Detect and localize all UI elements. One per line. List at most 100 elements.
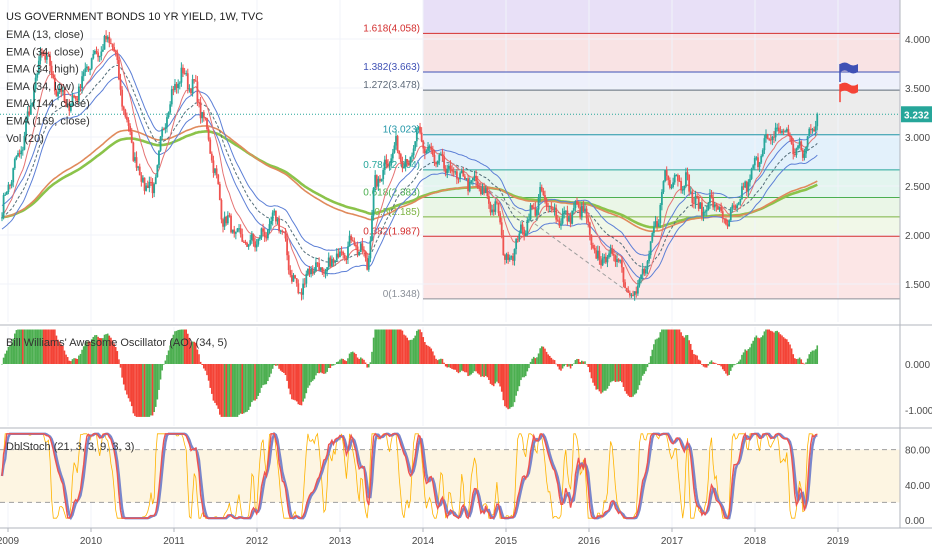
ao-bar [555, 363, 557, 365]
candle-body [257, 239, 260, 245]
candle-body [66, 103, 69, 105]
candle-body [406, 159, 409, 163]
ao-bar [212, 364, 215, 401]
candle-body [100, 51, 103, 56]
ao-bar [162, 364, 165, 365]
candle-body [587, 218, 590, 223]
ao-bar [811, 350, 814, 364]
candle-body [182, 67, 184, 74]
ao-bar [790, 348, 793, 364]
ao-bar [377, 329, 380, 364]
candle-body [510, 256, 513, 258]
candle-body [776, 127, 779, 129]
candle-body [238, 228, 240, 230]
candle-body [660, 192, 663, 205]
candle-body [409, 156, 412, 166]
candle-body [217, 174, 220, 185]
ao-bar [649, 356, 652, 364]
candle-body [252, 234, 255, 242]
ao-bar [670, 329, 673, 364]
ao-bar [246, 364, 248, 412]
candle-body [774, 127, 777, 138]
candle-body [611, 248, 614, 254]
ao-bar [499, 364, 501, 387]
ao-bar [87, 341, 90, 364]
ao-bar [158, 364, 160, 390]
candle-body [374, 175, 377, 188]
candle-body [53, 78, 56, 92]
indicator-legend-item[interactable]: EMA (144, close) [6, 98, 90, 110]
candle-body [729, 208, 732, 221]
candle-body [130, 131, 133, 143]
candle-body [172, 89, 175, 91]
candle-body [733, 205, 735, 207]
fib-level-label: 0.5(2.185) [374, 207, 420, 218]
ao-bar [167, 350, 170, 364]
ao-bar [182, 329, 184, 364]
ao-bar [606, 364, 609, 389]
ao-bar [424, 342, 426, 364]
candle-body [121, 89, 124, 107]
candle-body [476, 181, 479, 188]
candle-body [757, 157, 759, 168]
ao-bar [142, 364, 144, 417]
ao-bar [476, 364, 479, 374]
ao-bar [71, 359, 74, 364]
ao-bar [504, 364, 506, 407]
candle-body [295, 278, 298, 284]
ao-bar [613, 364, 615, 381]
ao-bar [542, 346, 545, 364]
candle-body [737, 202, 740, 205]
candle-body [186, 73, 189, 90]
candle-body [79, 86, 82, 88]
candle-body [779, 131, 782, 133]
candle-body [395, 136, 397, 146]
ao-bar [459, 364, 461, 373]
candle-body [745, 181, 748, 192]
indicator-legend-item[interactable]: EMA (34, high) [6, 64, 79, 76]
candle-body [138, 166, 141, 176]
ao-bar [214, 364, 216, 403]
indicator-legend-item[interactable]: EMA (169, close) [6, 116, 90, 128]
ao-bar [100, 338, 103, 364]
candle-body [367, 258, 370, 270]
indicator-legend-item[interactable]: EMA (13, close) [6, 29, 84, 41]
ao-bar [260, 364, 263, 388]
ao-bar [480, 364, 482, 377]
ao-bar [414, 335, 417, 364]
candle-body [417, 126, 420, 129]
candle-body [234, 231, 237, 234]
indicator-legend-item[interactable]: EMA (34, low) [6, 81, 74, 93]
ao-bar [129, 364, 131, 402]
candle-body [169, 104, 172, 113]
indicator-legend-item[interactable]: EMA (34, close) [6, 46, 84, 58]
ao-bar [688, 340, 690, 364]
candle-body [683, 185, 686, 190]
candle-body [787, 129, 790, 136]
ao-bar [326, 364, 328, 372]
candle-body [688, 174, 691, 192]
candle-body [49, 55, 51, 66]
ao-bar [207, 364, 210, 381]
candle-body [134, 157, 136, 161]
last-price-tag [901, 106, 932, 123]
indicator-legend-item[interactable]: Vol (20) [6, 133, 44, 145]
ao-bar [601, 364, 604, 393]
ao-bar [440, 358, 442, 364]
ao-bar [372, 337, 375, 364]
candle-body [616, 259, 618, 263]
ao-bar [31, 329, 34, 364]
ao-bar [797, 358, 799, 364]
ao-bar [30, 329, 32, 364]
ao-bar [552, 359, 554, 364]
ao-bar [637, 364, 639, 390]
candle-body [339, 251, 341, 258]
ao-bar [600, 364, 602, 394]
ao-bar [84, 343, 87, 364]
candle-body [798, 141, 801, 146]
ao-bar [369, 362, 372, 364]
candle-body [159, 136, 162, 151]
candle-body [742, 186, 745, 188]
